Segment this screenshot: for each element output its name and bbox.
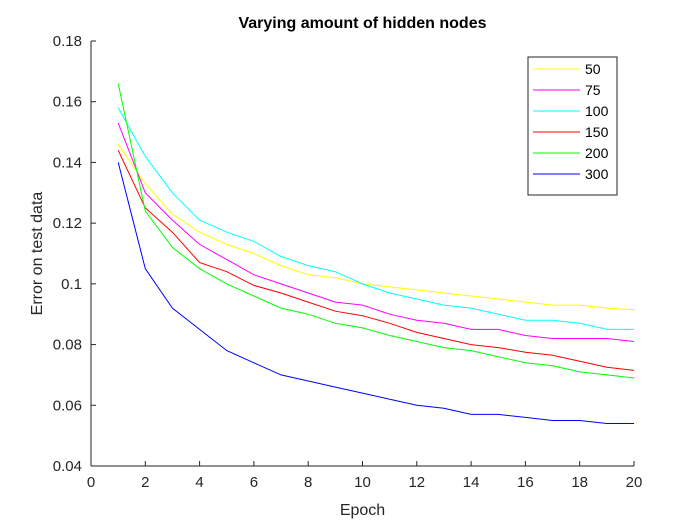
x-tick-label: 16 <box>517 474 534 491</box>
y-tick-label: 0.04 <box>53 458 82 475</box>
x-axis: 0 2 4 6 8 10 12 14 16 18 20 <box>87 461 643 491</box>
legend-label: 200 <box>585 145 609 161</box>
x-tick-label: 0 <box>87 474 95 491</box>
chart-title: Varying amount of hidden nodes <box>238 15 486 32</box>
series-lines <box>117 83 635 424</box>
y-axis: 0.04 0.06 0.08 0.1 0.12 0.14 0.16 0.18 <box>53 33 96 475</box>
x-tick-label: 8 <box>304 474 312 491</box>
x-tick-label: 14 <box>463 474 480 491</box>
x-tick-label: 12 <box>408 474 425 491</box>
y-axis-label: Error on test data <box>29 192 46 316</box>
x-tick-label: 20 <box>626 474 643 491</box>
legend-label: 50 <box>585 61 601 77</box>
x-tick-label: 10 <box>354 474 371 491</box>
legend-box <box>527 56 618 196</box>
series-line-150 <box>117 150 635 371</box>
y-tick-label: 0.12 <box>53 215 82 232</box>
legend-label: 150 <box>585 124 609 140</box>
y-tick-label: 0.16 <box>53 94 82 111</box>
y-tick-label: 0.06 <box>53 397 82 414</box>
y-tick-label: 0.1 <box>61 276 82 293</box>
x-tick-label: 18 <box>571 474 588 491</box>
y-tick-label: 0.14 <box>53 154 82 171</box>
x-tick-label: 6 <box>250 474 258 491</box>
y-tick-label: 0.08 <box>53 337 82 354</box>
series-line-75 <box>117 122 635 342</box>
legend-label: 75 <box>585 82 601 98</box>
x-tick-label: 4 <box>195 474 203 491</box>
series-line-50 <box>117 143 635 311</box>
legend: 50 75 100 150 200 300 <box>527 56 618 196</box>
series-line-200 <box>117 83 635 379</box>
legend-label: 100 <box>585 103 609 119</box>
x-tick-label: 2 <box>141 474 149 491</box>
series-line-100 <box>117 107 634 330</box>
series-line-300 <box>117 162 634 424</box>
legend-label: 300 <box>585 166 609 182</box>
y-tick-label: 0.18 <box>53 33 82 50</box>
x-axis-label: Epoch <box>340 502 385 519</box>
